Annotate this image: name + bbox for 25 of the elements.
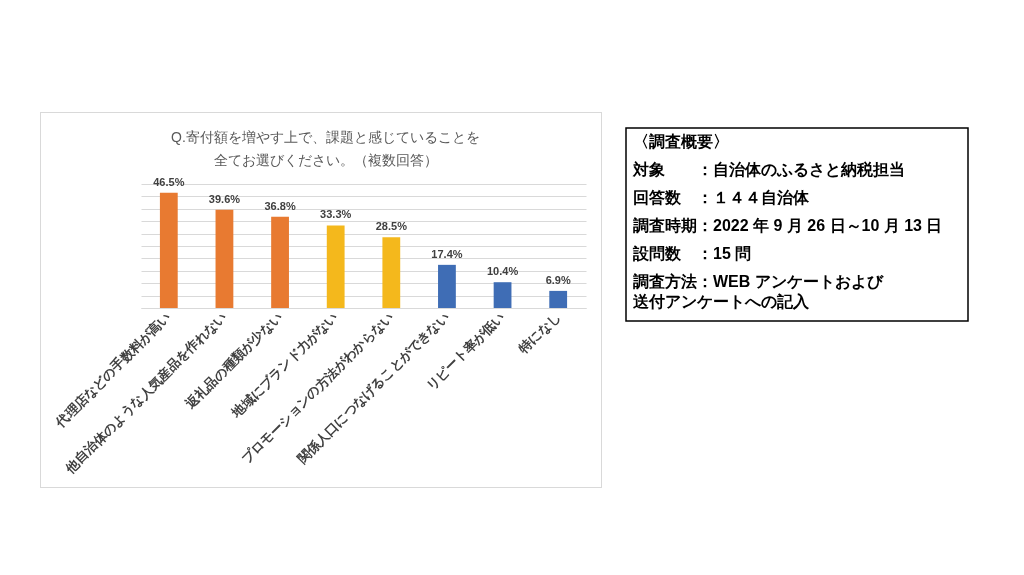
bar [271,216,289,308]
bar [382,237,401,308]
data-label: 33.3% [320,208,352,221]
bar [326,225,345,308]
text: 回答数 ：１４４自治体 [633,189,810,206]
bar [159,192,178,308]
bar [215,209,234,308]
data-label: 28.5% [375,220,408,233]
bar [438,264,456,308]
x-tick-label: 特になし [515,308,564,357]
data-label: 17.4% [431,247,463,260]
text: 設問数 ：15 問 [632,245,752,262]
data-label: 10.4% [486,265,519,278]
bar [549,290,568,308]
text: 調査時期：2022 年 9 月 26 日～10 月 13 日 [633,217,943,234]
chart-title: Q.寄付額を増やす上で、課題と感じていることを全てお選びください。（複数回答） [171,128,480,168]
bar [493,282,512,308]
text: 〈調査概要〉 [633,133,729,150]
data-label: 6.9% [545,273,571,286]
data-label: 39.6% [208,192,241,205]
data-label: 46.5% [153,175,185,188]
text: 対象 ：自治体のふるさと納税担当 [632,160,905,178]
text: 送付アンケートへの記入 [632,293,810,310]
text: 調査方法：WEB アンケートおよび [633,272,884,290]
data-label: 36.8% [264,199,296,212]
